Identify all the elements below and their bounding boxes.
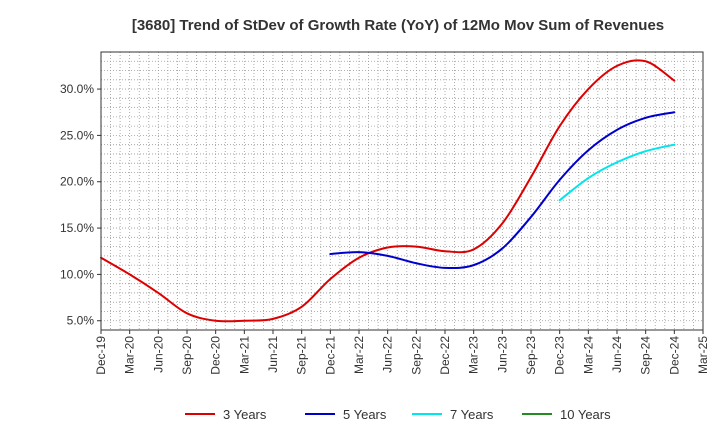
- legend: 3 Years 5 Years 7 Years 10 Years: [185, 407, 611, 422]
- x-tick-label: Sep-20: [180, 336, 194, 375]
- x-tick-label: Mar-21: [237, 336, 251, 374]
- x-tick-label: Mar-23: [467, 336, 481, 374]
- series-lines: [100, 59, 676, 323]
- x-tick-label: Mar-24: [581, 336, 595, 374]
- x-tick-label: Jun-21: [266, 336, 280, 373]
- x-tick-label: Mar-22: [352, 336, 366, 374]
- x-tick-label: Sep-23: [524, 336, 538, 375]
- x-tick-label: Sep-24: [639, 336, 653, 375]
- legend-label: 10 Years: [560, 407, 611, 422]
- x-axis-ticks: Dec-19 Mar-20 Jun-20 Sep-20 Dec-20 Mar-21 Jun-…: [94, 330, 710, 375]
- y-tick-label: 10.0%: [60, 267, 94, 281]
- y-axis-ticks: 5.0% 10.0% 15.0% 20.0% 25.0% 30.0%: [60, 82, 101, 328]
- x-tick-label: Sep-22: [409, 336, 423, 375]
- x-tick-label: Jun-20: [151, 336, 165, 373]
- x-tick-label: Sep-21: [295, 336, 309, 375]
- series-line-5-years: [329, 111, 676, 270]
- legend-label: 5 Years: [343, 407, 387, 422]
- x-tick-label: Jun-22: [381, 336, 395, 373]
- x-tick-label: Dec-24: [667, 336, 681, 375]
- x-tick-label: Dec-22: [438, 336, 452, 375]
- series-line-3-years: [100, 59, 676, 323]
- x-tick-label: Dec-23: [553, 336, 567, 375]
- x-tick-label: Mar-20: [123, 336, 137, 374]
- x-tick-label: Mar-25: [696, 336, 710, 374]
- x-tick-label: Dec-19: [94, 336, 108, 375]
- horizontal-gridlines: [101, 60, 703, 322]
- x-tick-label: Dec-20: [209, 336, 223, 375]
- x-tick-label: Jun-24: [610, 336, 624, 373]
- y-tick-label: 25.0%: [60, 128, 94, 142]
- y-tick-label: 15.0%: [60, 221, 94, 235]
- y-tick-label: 30.0%: [60, 82, 94, 96]
- y-tick-label: 20.0%: [60, 175, 94, 189]
- legend-label: 3 Years: [223, 407, 267, 422]
- chart-title: [3680] Trend of StDev of Growth Rate (Yo…: [132, 17, 664, 34]
- plot-frame: [100, 51, 704, 331]
- x-tick-label: Dec-21: [323, 336, 337, 375]
- series-line-7-years: [558, 143, 676, 202]
- legend-label: 7 Years: [450, 407, 494, 422]
- x-tick-label: Jun-23: [495, 336, 509, 373]
- y-tick-label: 5.0%: [67, 314, 95, 328]
